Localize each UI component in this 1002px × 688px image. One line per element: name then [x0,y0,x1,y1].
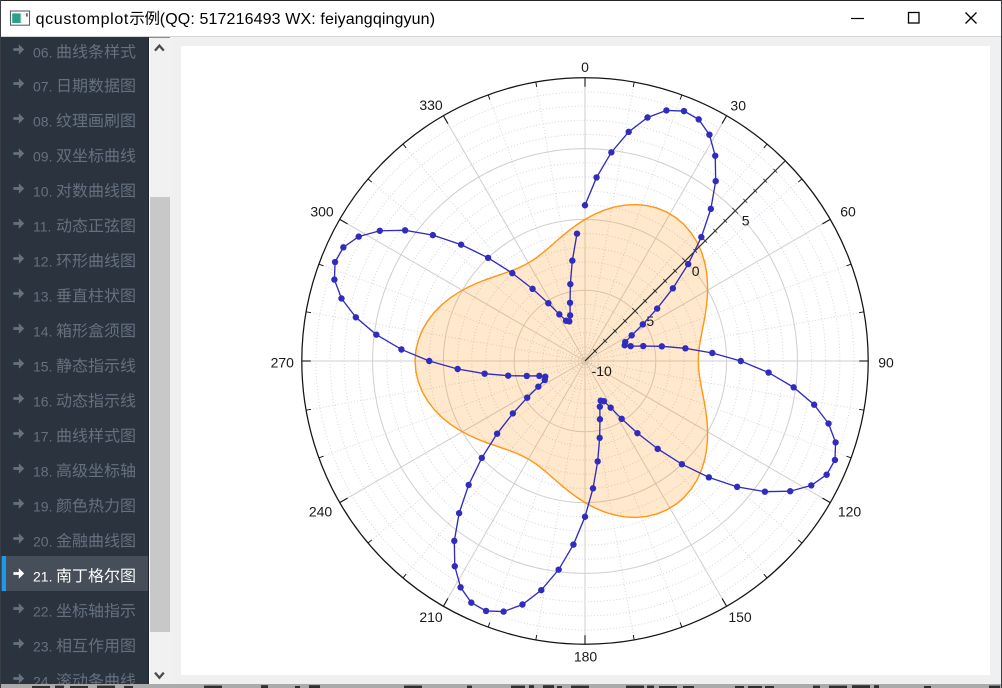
svg-text:09.: 09. [33,148,52,164]
svg-text:15.: 15. [33,358,52,374]
svg-text:330: 330 [419,97,443,113]
svg-text:90: 90 [878,354,894,370]
svg-text:120: 120 [838,504,862,520]
svg-text:150: 150 [728,609,752,625]
svg-text:21.: 21. [33,568,52,584]
svg-text:300: 300 [310,204,334,220]
svg-text:10.: 10. [33,183,52,199]
svg-text:180: 180 [574,649,598,665]
svg-text:11.: 11. [33,218,51,234]
svg-text:240: 240 [309,504,333,520]
svg-text:07.: 07. [33,78,52,94]
svg-text:19.: 19. [33,498,52,514]
svg-text:270: 270 [271,354,295,370]
svg-text:12.: 12. [33,253,52,269]
svg-text:5: 5 [742,213,750,229]
svg-text:60: 60 [840,204,856,220]
svg-text:-10: -10 [592,363,612,379]
svg-text:20.: 20. [33,533,52,549]
svg-text:14.: 14. [33,323,52,339]
svg-text:16.: 16. [33,393,52,409]
svg-text:210: 210 [419,609,443,625]
svg-text:13.: 13. [33,288,52,304]
svg-text:18.: 18. [33,463,52,479]
svg-text:08.: 08. [33,113,52,129]
svg-text:qcustomplot: qcustomplot [36,11,129,28]
svg-text:17.: 17. [33,428,52,444]
svg-text:23.: 23. [33,638,52,654]
svg-text:24.: 24. [33,673,52,684]
svg-text:0: 0 [581,59,589,75]
svg-text:22.: 22. [33,603,52,619]
svg-text:0: 0 [692,263,700,279]
svg-text:(QQ: 517216493 WX: feiyangqing: (QQ: 517216493 WX: feiyangqingyun) [160,11,435,28]
svg-text:06.: 06. [33,44,52,60]
svg-text:30: 30 [730,97,746,113]
